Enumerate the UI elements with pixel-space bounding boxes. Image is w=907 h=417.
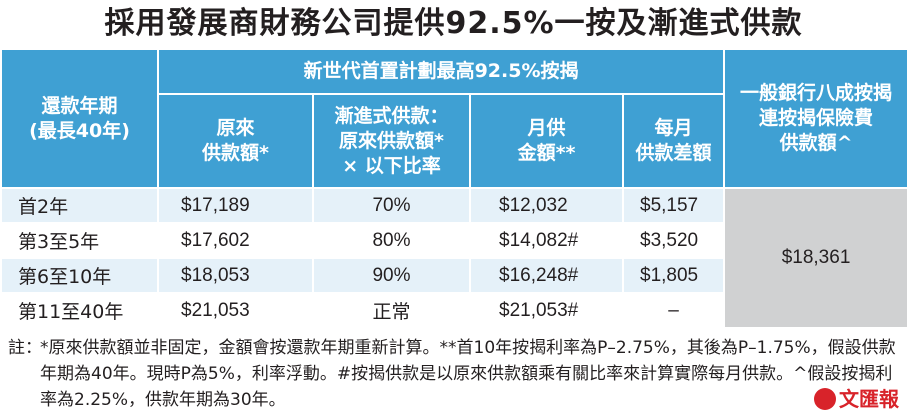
cell-original: $18,053 <box>157 257 314 294</box>
cell-original: $17,602 <box>157 222 314 259</box>
cell-term: 第3至5年 <box>0 222 159 259</box>
cell-ratio: 正常 <box>312 292 471 329</box>
header-bank: 一般銀行八成按揭 連按揭保險費 供款額^ <box>723 48 907 189</box>
mortgage-table-container: 還款年期 (最長40年) 新世代首置計劃最高92.5%按揭 一般銀行八成按揭 連… <box>0 48 907 330</box>
cell-term: 首2年 <box>0 187 159 224</box>
footnote-label: 註： <box>8 338 42 358</box>
cell-diff: $5,157 <box>621 187 726 224</box>
logo-text: 文匯報 <box>839 387 899 411</box>
table-row: 首2年 $17,189 70% $12,032 $5,157 $18,361 <box>0 187 907 329</box>
cell-ratio: 70% <box>312 187 471 224</box>
header-monthly: 月供 金額** <box>469 93 624 189</box>
table-row: 第11至40年 $21,053 正常 $21,053# – <box>0 292 907 329</box>
cell-bank-payment: $18,361 <box>723 187 907 329</box>
table-row: 第3至5年 $17,602 80% $14,082# $3,520 <box>0 222 907 259</box>
page-title: 採用發展商財務公司提供92.5%一按及漸進式供款 <box>0 0 907 48</box>
cell-diff: $3,520 <box>621 222 726 259</box>
header-ratio: 漸進式供款： 原來供款額* × 以下比率 <box>312 93 471 189</box>
cell-diff: – <box>621 292 726 329</box>
cell-monthly: $12,032 <box>469 187 624 224</box>
cell-ratio: 90% <box>312 257 471 294</box>
cell-monthly: $16,248# <box>469 257 624 294</box>
publisher-logo: 文匯報 <box>813 385 899 413</box>
cell-monthly: $21,053# <box>469 292 624 329</box>
cell-original: $17,189 <box>157 187 314 224</box>
footnote-text: *原來供款額並非固定，金額會按還款年期重新計算。**首10年按揭利率為P–2.7… <box>40 338 896 410</box>
cell-diff: $1,805 <box>621 257 726 294</box>
cell-ratio: 80% <box>312 222 471 259</box>
header-original: 原來 供款額* <box>157 93 314 189</box>
cell-monthly: $14,082# <box>469 222 624 259</box>
seal-icon <box>814 387 836 410</box>
header-diff: 每月 供款差額 <box>621 93 726 189</box>
header-group-scheme: 新世代首置計劃最高92.5%按揭 <box>156 48 726 95</box>
cell-term: 第6至10年 <box>0 257 159 294</box>
table-row: 第6至10年 $18,053 90% $16,248# $1,805 <box>0 257 907 294</box>
cell-original: $21,053 <box>157 292 314 329</box>
footnotes: 註： *原來供款額並非固定，金額會按還款年期重新計算。**首10年按揭利率為P–… <box>0 331 907 417</box>
mortgage-table: 還款年期 (最長40年) 新世代首置計劃最高92.5%按揭 一般銀行八成按揭 連… <box>0 48 907 329</box>
cell-term: 第11至40年 <box>0 292 159 329</box>
header-term: 還款年期 (最長40年) <box>0 48 159 189</box>
